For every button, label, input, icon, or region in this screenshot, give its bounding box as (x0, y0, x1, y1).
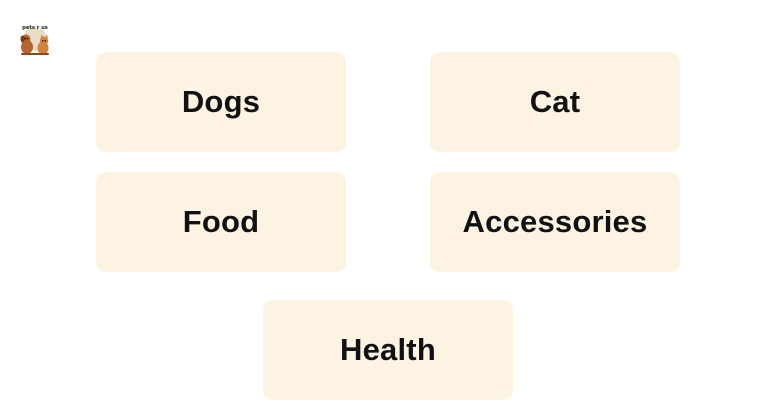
category-label-accessories: Accessories (463, 204, 648, 240)
category-label-food: Food (183, 204, 260, 240)
category-tile-dogs[interactable]: Dogs (96, 52, 346, 152)
category-tile-food[interactable]: Food (96, 172, 346, 272)
category-tile-cat[interactable]: Cat (430, 52, 680, 152)
category-label-dogs: Dogs (182, 84, 260, 120)
category-label-health: Health (340, 332, 436, 368)
category-tile-health[interactable]: Health (263, 300, 513, 400)
brand-logo[interactable]: pets r us (15, 20, 55, 58)
category-tile-accessories[interactable]: Accessories (430, 172, 680, 272)
pets-logo-icon: pets r us (15, 20, 55, 58)
category-label-cat: Cat (530, 84, 581, 120)
svg-text:pets r us: pets r us (22, 25, 48, 31)
